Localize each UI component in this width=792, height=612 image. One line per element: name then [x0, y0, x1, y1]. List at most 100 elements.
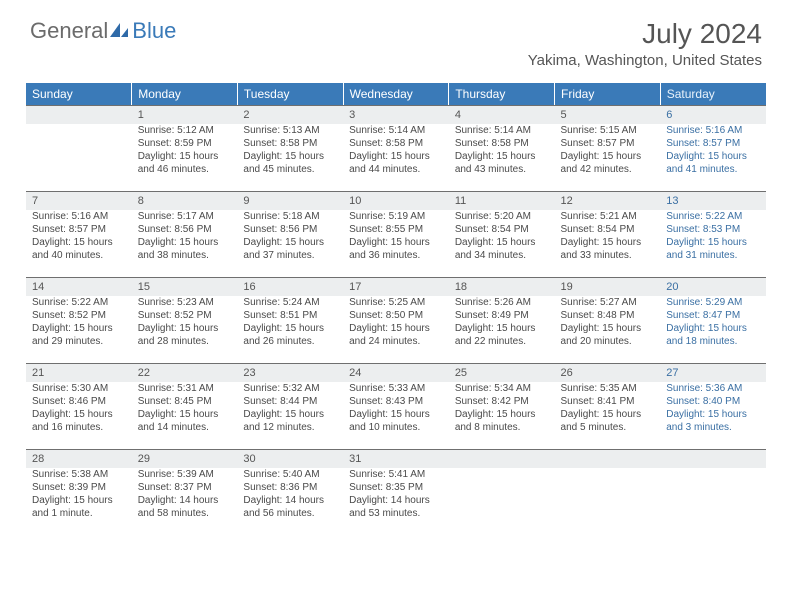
sunset-line: Sunset: 8:45 PM: [138, 395, 232, 408]
day-details: Sunrise: 5:19 AMSunset: 8:55 PMDaylight:…: [343, 210, 449, 266]
sunset-line: Sunset: 8:55 PM: [349, 223, 443, 236]
day-number: 3: [343, 105, 449, 124]
daylight-line: Daylight: 15 hours and 8 minutes.: [455, 408, 549, 434]
calendar-cell: 24Sunrise: 5:33 AMSunset: 8:43 PMDayligh…: [343, 363, 449, 449]
daylight-line: Daylight: 15 hours and 36 minutes.: [349, 236, 443, 262]
calendar-cell: 29Sunrise: 5:39 AMSunset: 8:37 PMDayligh…: [132, 449, 238, 535]
day-details: Sunrise: 5:21 AMSunset: 8:54 PMDaylight:…: [555, 210, 661, 266]
logo-text-general: General: [30, 18, 108, 44]
sunrise-line: Sunrise: 5:24 AM: [243, 296, 337, 309]
daylight-line: Daylight: 15 hours and 43 minutes.: [455, 150, 549, 176]
sunset-line: Sunset: 8:54 PM: [561, 223, 655, 236]
calendar-table: SundayMondayTuesdayWednesdayThursdayFrid…: [26, 83, 766, 535]
sunrise-line: Sunrise: 5:20 AM: [455, 210, 549, 223]
page-title: July 2024: [528, 18, 762, 50]
sunset-line: Sunset: 8:35 PM: [349, 481, 443, 494]
sunrise-line: Sunrise: 5:36 AM: [666, 382, 760, 395]
sunrise-line: Sunrise: 5:32 AM: [243, 382, 337, 395]
day-number: 12: [555, 191, 661, 210]
daylight-line: Daylight: 15 hours and 1 minute.: [32, 494, 126, 520]
sunrise-line: Sunrise: 5:31 AM: [138, 382, 232, 395]
day-details: Sunrise: 5:36 AMSunset: 8:40 PMDaylight:…: [660, 382, 766, 438]
day-number: 16: [237, 277, 343, 296]
calendar-cell: 18Sunrise: 5:26 AMSunset: 8:49 PMDayligh…: [449, 277, 555, 363]
day-number: 18: [449, 277, 555, 296]
day-number: 7: [26, 191, 132, 210]
calendar-cell: 12Sunrise: 5:21 AMSunset: 8:54 PMDayligh…: [555, 191, 661, 277]
sunset-line: Sunset: 8:40 PM: [666, 395, 760, 408]
sunrise-line: Sunrise: 5:29 AM: [666, 296, 760, 309]
day-details: Sunrise: 5:22 AMSunset: 8:52 PMDaylight:…: [26, 296, 132, 352]
calendar-cell: 15Sunrise: 5:23 AMSunset: 8:52 PMDayligh…: [132, 277, 238, 363]
daylight-line: Daylight: 15 hours and 12 minutes.: [243, 408, 337, 434]
daylight-line: Daylight: 15 hours and 22 minutes.: [455, 322, 549, 348]
sunrise-line: Sunrise: 5:39 AM: [138, 468, 232, 481]
day-number: 4: [449, 105, 555, 124]
day-details: Sunrise: 5:33 AMSunset: 8:43 PMDaylight:…: [343, 382, 449, 438]
daylight-line: Daylight: 15 hours and 38 minutes.: [138, 236, 232, 262]
day-number: 15: [132, 277, 238, 296]
calendar-cell: 9Sunrise: 5:18 AMSunset: 8:56 PMDaylight…: [237, 191, 343, 277]
day-header: Thursday: [449, 83, 555, 105]
sunrise-line: Sunrise: 5:33 AM: [349, 382, 443, 395]
day-number: 5: [555, 105, 661, 124]
calendar-week-row: 1Sunrise: 5:12 AMSunset: 8:59 PMDaylight…: [26, 105, 766, 191]
day-number: 6: [660, 105, 766, 124]
day-details: Sunrise: 5:41 AMSunset: 8:35 PMDaylight:…: [343, 468, 449, 524]
calendar-cell: 11Sunrise: 5:20 AMSunset: 8:54 PMDayligh…: [449, 191, 555, 277]
day-number: 9: [237, 191, 343, 210]
calendar-cell: [449, 449, 555, 535]
daylight-line: Daylight: 15 hours and 33 minutes.: [561, 236, 655, 262]
calendar-week-row: 14Sunrise: 5:22 AMSunset: 8:52 PMDayligh…: [26, 277, 766, 363]
day-number: 30: [237, 449, 343, 468]
sunrise-line: Sunrise: 5:23 AM: [138, 296, 232, 309]
sunset-line: Sunset: 8:52 PM: [138, 309, 232, 322]
day-number: 26: [555, 363, 661, 382]
daylight-line: Daylight: 14 hours and 56 minutes.: [243, 494, 337, 520]
calendar-cell: 25Sunrise: 5:34 AMSunset: 8:42 PMDayligh…: [449, 363, 555, 449]
sunrise-line: Sunrise: 5:35 AM: [561, 382, 655, 395]
calendar-cell: 3Sunrise: 5:14 AMSunset: 8:58 PMDaylight…: [343, 105, 449, 191]
day-number: 13: [660, 191, 766, 210]
sunset-line: Sunset: 8:39 PM: [32, 481, 126, 494]
calendar-week-row: 21Sunrise: 5:30 AMSunset: 8:46 PMDayligh…: [26, 363, 766, 449]
location-text: Yakima, Washington, United States: [528, 52, 762, 69]
sunset-line: Sunset: 8:46 PM: [32, 395, 126, 408]
sunset-line: Sunset: 8:57 PM: [561, 137, 655, 150]
sunset-line: Sunset: 8:53 PM: [666, 223, 760, 236]
sunset-line: Sunset: 8:58 PM: [243, 137, 337, 150]
day-details: Sunrise: 5:27 AMSunset: 8:48 PMDaylight:…: [555, 296, 661, 352]
sunrise-line: Sunrise: 5:40 AM: [243, 468, 337, 481]
day-details: Sunrise: 5:17 AMSunset: 8:56 PMDaylight:…: [132, 210, 238, 266]
calendar-cell: 2Sunrise: 5:13 AMSunset: 8:58 PMDaylight…: [237, 105, 343, 191]
sunset-line: Sunset: 8:42 PM: [455, 395, 549, 408]
sunrise-line: Sunrise: 5:17 AM: [138, 210, 232, 223]
sunset-line: Sunset: 8:44 PM: [243, 395, 337, 408]
sunset-line: Sunset: 8:52 PM: [32, 309, 126, 322]
day-details: Sunrise: 5:32 AMSunset: 8:44 PMDaylight:…: [237, 382, 343, 438]
calendar-cell: 21Sunrise: 5:30 AMSunset: 8:46 PMDayligh…: [26, 363, 132, 449]
day-details: Sunrise: 5:25 AMSunset: 8:50 PMDaylight:…: [343, 296, 449, 352]
day-number: 25: [449, 363, 555, 382]
day-number: 23: [237, 363, 343, 382]
calendar-body: 1Sunrise: 5:12 AMSunset: 8:59 PMDaylight…: [26, 105, 766, 535]
day-details: Sunrise: 5:39 AMSunset: 8:37 PMDaylight:…: [132, 468, 238, 524]
daylight-line: Daylight: 14 hours and 53 minutes.: [349, 494, 443, 520]
day-number: 2: [237, 105, 343, 124]
day-number: 8: [132, 191, 238, 210]
sunset-line: Sunset: 8:47 PM: [666, 309, 760, 322]
daylight-line: Daylight: 15 hours and 45 minutes.: [243, 150, 337, 176]
day-details: Sunrise: 5:24 AMSunset: 8:51 PMDaylight:…: [237, 296, 343, 352]
day-number: 28: [26, 449, 132, 468]
day-details: Sunrise: 5:18 AMSunset: 8:56 PMDaylight:…: [237, 210, 343, 266]
day-number: 27: [660, 363, 766, 382]
day-number: 19: [555, 277, 661, 296]
day-details: Sunrise: 5:30 AMSunset: 8:46 PMDaylight:…: [26, 382, 132, 438]
calendar-cell: [26, 105, 132, 191]
sunset-line: Sunset: 8:51 PM: [243, 309, 337, 322]
calendar-cell: 5Sunrise: 5:15 AMSunset: 8:57 PMDaylight…: [555, 105, 661, 191]
day-details: Sunrise: 5:31 AMSunset: 8:45 PMDaylight:…: [132, 382, 238, 438]
daylight-line: Daylight: 15 hours and 14 minutes.: [138, 408, 232, 434]
daylight-line: Daylight: 15 hours and 20 minutes.: [561, 322, 655, 348]
sunset-line: Sunset: 8:54 PM: [455, 223, 549, 236]
